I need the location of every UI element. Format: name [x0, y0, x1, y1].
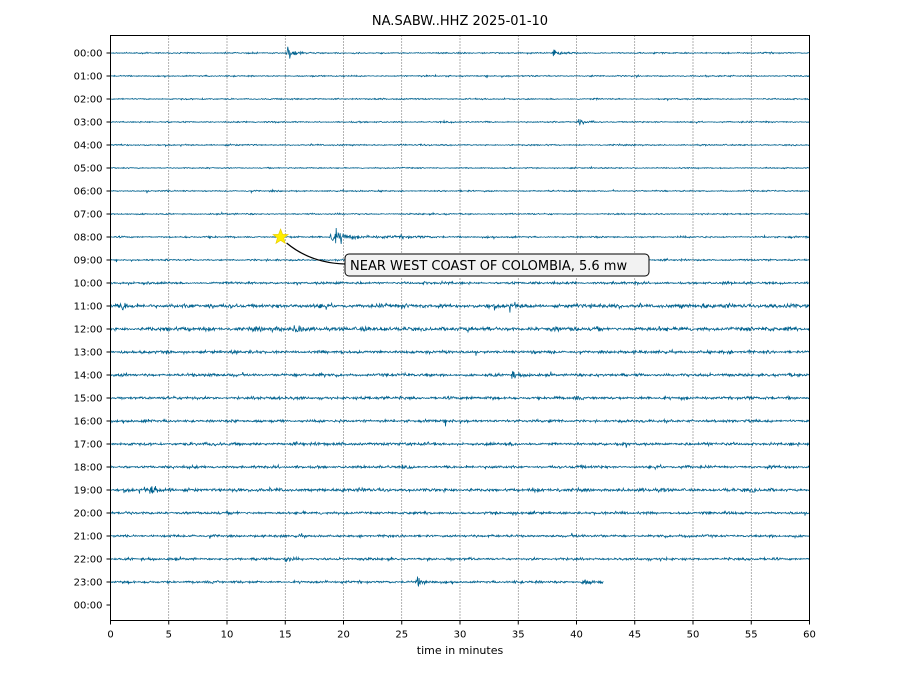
seismic-traces	[110, 46, 810, 588]
trace-hour-8	[110, 227, 810, 245]
trace-hour-21	[110, 532, 810, 540]
trace-hour-18	[110, 463, 810, 471]
trace-hour-0	[110, 46, 810, 59]
hour-row-labels: 00:00 01:00 02:00 03:00 04:00 05:00 06:00 07:00…	[74, 49, 111, 612]
x-tick-label-20: 20	[337, 630, 350, 641]
x-tick-label-5: 5	[166, 630, 172, 641]
event-label: NEAR WEST COAST OF COLOMBIA, 5.6 mw	[350, 259, 627, 274]
trace-hour-17	[110, 440, 810, 448]
y-tick-label-19: 19:00	[74, 486, 103, 497]
x-tick-label-10: 10	[221, 630, 234, 641]
trace-hour-15	[110, 394, 810, 402]
y-tick-label-12: 12:00	[74, 325, 103, 336]
event-star-marker	[272, 228, 290, 245]
y-tick-label-21: 21:00	[74, 532, 103, 543]
y-tick-label-2: 02:00	[74, 95, 103, 106]
trace-hour-20	[110, 509, 810, 517]
y-tick-label-3: 03:00	[74, 118, 103, 129]
x-tick-label-50: 50	[687, 630, 700, 641]
y-tick-label-10: 10:00	[74, 279, 103, 290]
y-tick-label-5: 05:00	[74, 164, 103, 175]
trace-hour-13	[110, 348, 810, 356]
x-tick-label-40: 40	[570, 630, 583, 641]
y-tick-label-17: 17:00	[74, 440, 103, 451]
event-label-box	[344, 253, 650, 277]
y-tick-label-7: 07:00	[74, 210, 103, 221]
trace-hour-23	[110, 576, 604, 588]
trace-hour-6	[110, 188, 810, 195]
trace-hour-1	[110, 73, 810, 79]
trace-hour-10	[110, 279, 810, 287]
chart-title: NA.SABW..HHZ 2025-01-10	[372, 14, 548, 29]
trace-hour-16	[110, 417, 810, 427]
x-tick-label-60: 60	[803, 630, 816, 641]
y-tick-label-9: 09:00	[74, 256, 103, 267]
x-tick-label-30: 30	[454, 630, 467, 641]
trace-hour-19	[110, 485, 810, 494]
y-tick-label-4: 04:00	[74, 141, 103, 152]
trace-hour-3	[110, 118, 810, 127]
x-tick-label-45: 45	[628, 630, 641, 641]
event-annotation-arrow	[286, 242, 346, 265]
trace-hour-11	[110, 301, 810, 313]
y-tick-label-11: 11:00	[74, 302, 103, 313]
y-tick-label-1: 01:00	[74, 72, 103, 83]
trace-hour-2	[110, 97, 810, 102]
x-tick-label-0: 0	[107, 630, 113, 641]
trace-hour-4	[110, 142, 810, 148]
y-tick-label-15: 15:00	[74, 394, 103, 405]
y-tick-label-0: 00:00	[74, 49, 103, 60]
x-tick-label-15: 15	[279, 630, 292, 641]
y-tick-label-6: 06:00	[74, 187, 103, 198]
trace-hour-14	[110, 370, 810, 379]
y-tick-label-16: 16:00	[74, 417, 103, 428]
y-tick-label-13: 13:00	[74, 348, 103, 359]
x-tick-label-25: 25	[395, 630, 408, 641]
y-tick-label-23: 23:00	[74, 578, 103, 589]
x-axis-label: time in minutes	[417, 644, 504, 657]
minute-tick-labels: 0 5 10 15 20 25 30 35 40 45 50 55 60	[107, 620, 816, 641]
trace-hour-5	[110, 165, 810, 170]
y-tick-label-18: 18:00	[74, 463, 103, 474]
x-tick-label-35: 35	[512, 630, 525, 641]
y-tick-label-8: 08:00	[74, 233, 103, 244]
trace-hour-12	[110, 325, 810, 334]
x-tick-label-55: 55	[745, 630, 758, 641]
trace-hour-22	[110, 555, 810, 563]
y-tick-label-22: 22:00	[74, 555, 103, 566]
y-tick-label-24: 00:00	[74, 601, 103, 612]
y-tick-label-20: 20:00	[74, 509, 103, 520]
earthquake-event: NEAR WEST COAST OF COLOMBIA, 5.6 mw	[272, 228, 650, 277]
y-tick-label-14: 14:00	[74, 371, 103, 382]
trace-hour-7	[110, 211, 810, 216]
